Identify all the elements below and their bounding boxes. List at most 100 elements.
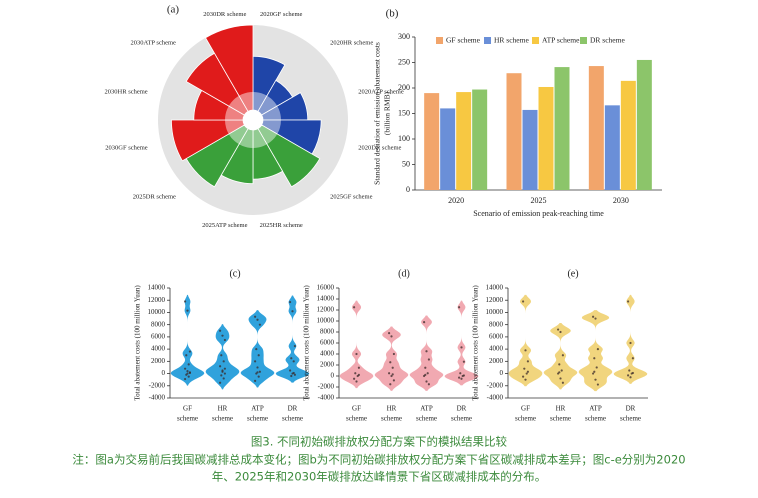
caption-title: 图3. 不同初始碳排放权分配方案下的模拟结果比较 [251,435,508,449]
x-tick-label: scheme [381,415,402,423]
data-point [258,323,261,326]
data-point [594,378,597,381]
data-point [292,360,295,363]
data-point [423,321,426,324]
y-axis-label: Total abatement costs (100 million Yuan) [472,285,480,401]
x-tick-label: 2030 [613,196,629,205]
y-tick-label: 4000 [489,345,504,353]
x-axis-label: Scenario of emission peak-reaching time [473,209,604,218]
data-point [258,370,261,373]
violin [409,315,444,391]
data-point [426,372,429,375]
data-point [593,370,596,373]
data-point [462,374,465,377]
violin [543,322,578,390]
sector-label: 2020GF scheme [260,11,303,18]
y-tick-label: 16000 [317,284,335,292]
legend-swatch [580,37,587,44]
data-point [388,372,391,375]
x-tick-label: GF [352,405,361,413]
data-point [427,358,430,361]
data-point [593,357,596,360]
data-point [357,366,360,369]
y-tick-label: 10000 [317,317,335,325]
data-point [557,328,560,331]
bar [588,66,604,190]
y-tick-label: 0 [331,372,335,380]
data-point [594,317,597,320]
y-tick-label: 300 [398,32,410,41]
data-point [596,383,600,386]
data-point [424,366,427,369]
sector-label: 2025GF scheme [330,194,373,201]
data-point [390,335,393,338]
data-point [458,306,461,309]
data-point [459,372,462,375]
x-tick-label: scheme [247,415,268,423]
legend-label: GF scheme [446,36,481,45]
bar [440,108,456,190]
x-tick-label: DR [457,405,467,413]
x-tick-label: DR [288,405,298,413]
data-point [425,380,428,383]
data-point [187,375,190,378]
violin [240,310,275,388]
violin [578,310,613,392]
y-tick-label: 14000 [317,295,335,303]
x-tick-label: scheme [346,415,367,423]
x-tick-label: DR [626,405,636,413]
data-point [592,372,595,375]
y-tick-label: -2000 [487,381,504,389]
data-point [184,300,187,303]
violin [339,300,374,389]
y-tick-label: -2000 [318,383,335,391]
data-point [254,315,257,318]
data-point [631,371,635,375]
bar [456,92,472,190]
x-tick-label: scheme [620,415,641,423]
y-tick-label: 250 [398,57,410,66]
data-point [223,338,226,342]
data-point [219,329,222,332]
data-point [460,377,463,380]
y-tick-label: 6000 [489,332,504,340]
caption-note: 注：图a为交易前后我国碳减排总成本变化；图b为不同初始碳排放权分配方案下省区碳减… [72,453,685,467]
data-point [254,379,257,382]
data-point [354,372,357,375]
y-tick-label: 0 [406,185,410,194]
violin [205,324,240,390]
data-point [561,354,565,357]
y-tick-label: 2000 [320,361,335,369]
data-point [389,361,392,364]
panel-title: (d) [398,268,410,279]
y-tick-label: 100 [398,134,410,143]
data-point [388,332,391,335]
data-point [220,374,223,377]
x-tick-label: scheme [282,415,303,423]
y-tick-label: 0 [500,369,504,377]
x-tick-label: scheme [177,415,198,423]
bar [604,105,620,190]
data-point [522,375,525,378]
data-point [290,374,293,378]
data-point [558,363,561,366]
data-point [186,372,189,375]
data-point [254,360,257,363]
data-point [187,363,190,366]
legend-label: ATP scheme [542,36,580,45]
data-point [458,376,461,379]
data-point [595,366,598,369]
data-point [355,352,358,356]
data-point [392,352,395,356]
data-point [425,350,428,353]
data-point [427,383,430,386]
y-tick-label: 4000 [320,350,335,358]
y-tick-label: 200 [398,83,410,92]
bar [472,89,488,190]
panel-title: (e) [567,268,578,279]
y-tick-label: -2000 [149,381,166,389]
y-tick-label: 0 [162,369,166,377]
y-tick-label: 50 [402,159,410,168]
x-tick-label: scheme [212,415,233,423]
